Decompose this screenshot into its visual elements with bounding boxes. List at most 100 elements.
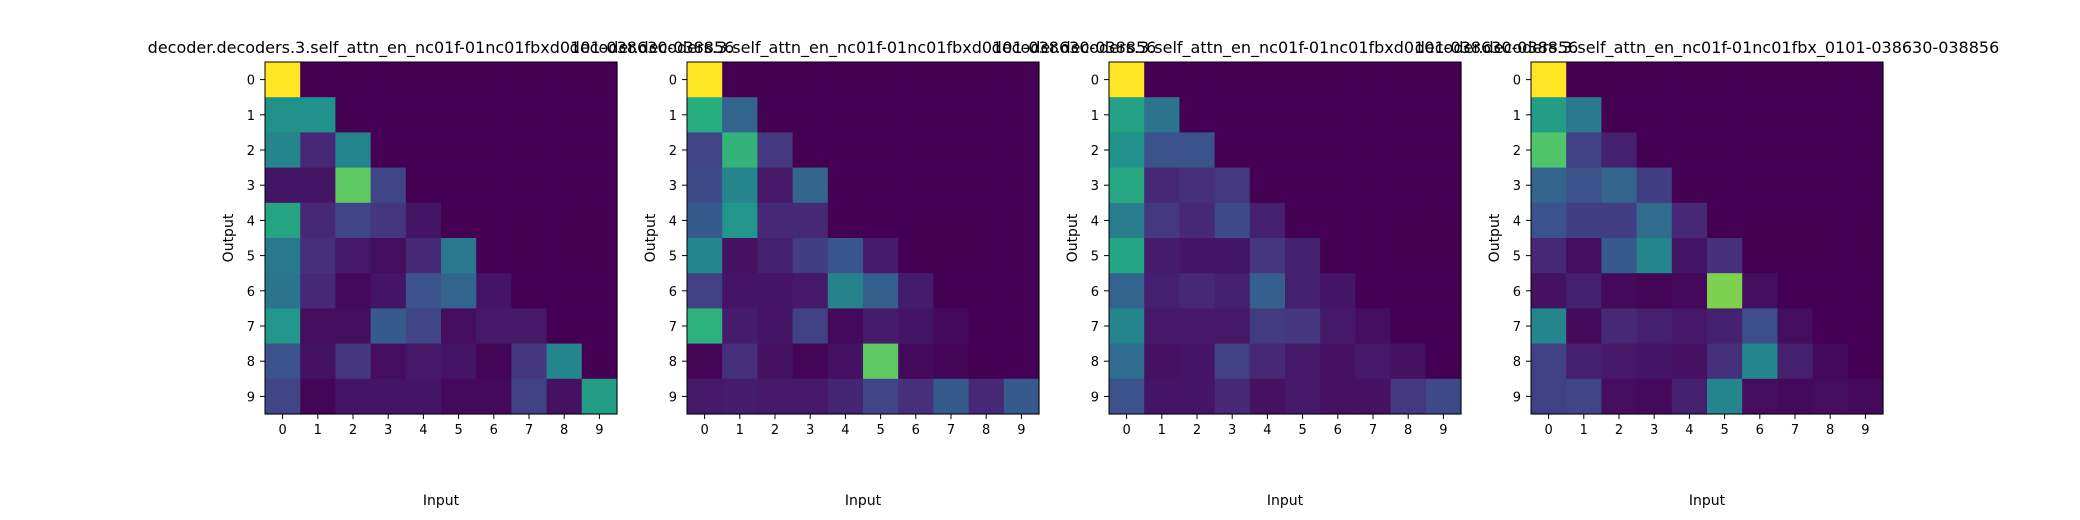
heatmap-cell xyxy=(1144,238,1180,274)
heatmap-cell xyxy=(405,308,442,345)
y-tick-label: 7 xyxy=(1091,320,1099,335)
heatmap-cell xyxy=(546,273,583,309)
heatmap-cell xyxy=(1812,132,1849,169)
heatmap-cell xyxy=(441,62,477,98)
heatmap-cell xyxy=(1179,273,1216,309)
heatmap-cell xyxy=(1531,343,1567,380)
heatmap-cell xyxy=(1144,308,1180,345)
heatmap-cell xyxy=(1847,238,1884,274)
heatmap-cell xyxy=(1671,167,1708,204)
y-tick-label: 5 xyxy=(1513,250,1521,265)
heatmap-cell xyxy=(581,167,618,204)
y-tick-label: 6 xyxy=(1513,285,1521,300)
heatmap-cell xyxy=(265,273,301,309)
heatmap-cell xyxy=(511,167,548,204)
x-tick-label: 8 xyxy=(1826,423,1834,438)
heatmap-cell xyxy=(1144,378,1180,415)
y-tick-label: 1 xyxy=(247,109,255,124)
heatmap-cell xyxy=(1390,308,1427,345)
heatmap-cell xyxy=(265,308,301,345)
heatmap-cell xyxy=(1144,167,1180,204)
heatmap-cell xyxy=(511,62,548,98)
y-tick-label: 7 xyxy=(247,320,255,335)
heatmap-cell xyxy=(1003,132,1040,169)
heatmap-cell xyxy=(1566,202,1602,239)
heatmap-cell xyxy=(968,167,1005,204)
heatmap-cell xyxy=(511,132,548,169)
heatmap-cell xyxy=(441,343,477,380)
heatmap-cell xyxy=(476,378,512,415)
x-tick-label: 5 xyxy=(876,423,884,438)
heatmap-cell xyxy=(827,202,864,239)
heatmap-cell xyxy=(1109,273,1145,309)
heatmap-cell xyxy=(1566,308,1602,345)
panel-title: decoder.decoders.3.self_attn_en_nc01f-01… xyxy=(1415,38,2000,58)
heatmap-cell xyxy=(1707,378,1743,415)
heatmap-cell xyxy=(898,378,934,415)
heatmap-cell xyxy=(1355,308,1392,345)
heatmap-cell xyxy=(792,202,829,239)
heatmap-cell xyxy=(476,273,512,309)
heatmap-cell xyxy=(1742,273,1778,309)
heatmap-cell xyxy=(441,132,477,169)
heatmap-cell xyxy=(898,202,934,239)
heatmap-cell xyxy=(1144,343,1180,380)
heatmap-cell xyxy=(335,202,372,239)
heatmap-cell xyxy=(792,378,829,415)
heatmap-cell xyxy=(441,273,477,309)
heatmap-cell xyxy=(1812,273,1849,309)
heatmap-cell xyxy=(441,167,477,204)
heatmap-cell xyxy=(1636,62,1673,98)
heatmap-cell xyxy=(1566,132,1602,169)
heatmap-cell xyxy=(898,97,934,133)
heatmap-cell xyxy=(1003,167,1040,204)
heatmap-cell xyxy=(1355,238,1392,274)
heatmap-cell xyxy=(898,343,934,380)
x-tick-label: 3 xyxy=(806,423,814,438)
heatmap-cell xyxy=(546,97,583,133)
heatmap-cell xyxy=(757,202,794,239)
heatmap-cell xyxy=(1144,132,1180,169)
heatmap-cell xyxy=(441,378,477,415)
heatmap-cell xyxy=(1425,132,1462,169)
heatmap-cell xyxy=(1531,378,1567,415)
heatmap-cell xyxy=(933,62,970,98)
plot-frame xyxy=(1530,61,1884,415)
x-tick-label: 1 xyxy=(1158,423,1166,438)
y-tick-label: 3 xyxy=(669,179,677,194)
heatmap-cell xyxy=(1390,97,1427,133)
heatmap-cell xyxy=(1707,202,1743,239)
x-tick-label: 6 xyxy=(490,423,498,438)
x-tick-label: 1 xyxy=(736,423,744,438)
heatmap-cell xyxy=(441,238,477,274)
heatmap-cell xyxy=(863,167,899,204)
heatmap-cell xyxy=(1847,167,1884,204)
heatmap-cell xyxy=(476,132,512,169)
y-tick-label: 2 xyxy=(669,144,677,159)
heatmap-cell xyxy=(1214,238,1251,274)
heatmap-cell xyxy=(265,202,301,239)
heatmap-cell xyxy=(370,343,407,380)
heatmap-cell xyxy=(722,62,758,98)
x-tick-label: 1 xyxy=(1580,423,1588,438)
heatmap-cell xyxy=(581,97,618,133)
heatmap-cell xyxy=(1390,62,1427,98)
heatmap-cell xyxy=(1777,132,1814,169)
heatmap-cell xyxy=(757,273,794,309)
heatmap-cell xyxy=(757,132,794,169)
heatmap-cell xyxy=(933,273,970,309)
heatmap-cell xyxy=(1355,62,1392,98)
heatmap-cell xyxy=(265,62,301,98)
heatmap-cell xyxy=(1390,202,1427,239)
heatmap-cell xyxy=(1742,343,1778,380)
heatmap-cell xyxy=(863,202,899,239)
x-axis-label: Input xyxy=(1267,493,1304,509)
heatmap-cell xyxy=(476,62,512,98)
y-tick-label: 9 xyxy=(1513,390,1521,405)
heatmap-cell xyxy=(1003,238,1040,274)
heatmap-cell xyxy=(335,343,372,380)
heatmap-cell xyxy=(1601,308,1638,345)
heatmap-cell xyxy=(1425,97,1462,133)
heatmap-cell xyxy=(1531,273,1567,309)
heatmap-panel: decoder.decoders.3.self_attn_en_nc01f-01… xyxy=(570,38,1157,509)
